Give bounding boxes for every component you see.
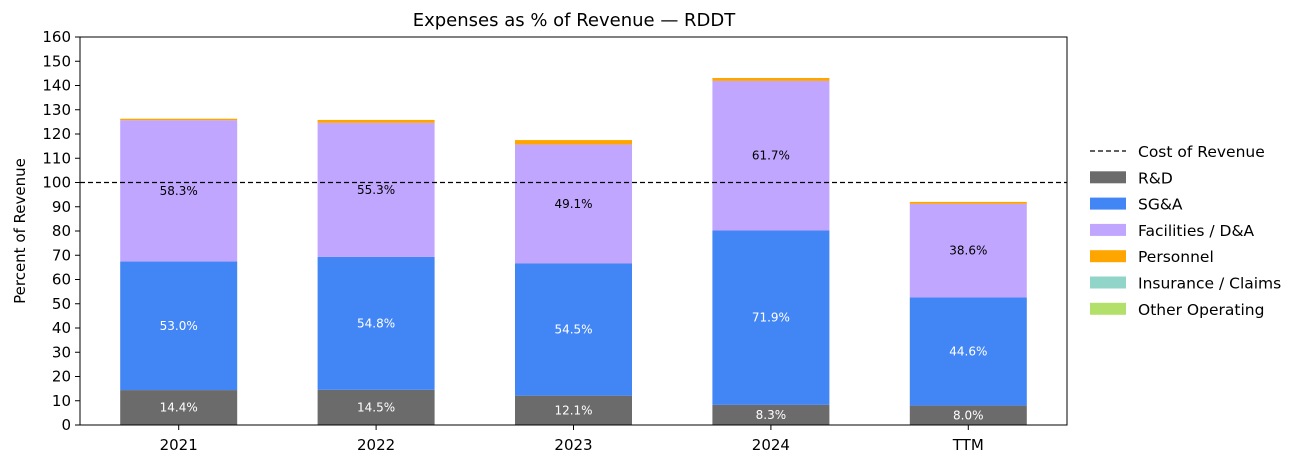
legend-label: Other Operating	[1138, 301, 1264, 319]
bar-segment	[120, 390, 238, 425]
bars-layer	[120, 77, 1027, 425]
data-label: 12.1%	[554, 403, 592, 417]
legend-swatch	[1090, 223, 1126, 236]
data-labels-layer: 14.4% 53.0% 58.3% 14.5% 54.8% 55.3% 12.1% 54.5%…	[160, 149, 988, 423]
y-axis-label: Percent of Revenue	[11, 158, 29, 304]
y-tick-label: 70	[52, 246, 71, 264]
legend-label: Personnel	[1138, 248, 1214, 266]
legend-label: SG&A	[1138, 196, 1183, 214]
x-tick-label: 2023	[554, 436, 592, 454]
data-label: 54.8%	[357, 316, 395, 330]
data-label: 71.9%	[752, 311, 790, 325]
y-tick-label: 40	[52, 319, 71, 337]
y-tick-label: 60	[52, 271, 71, 289]
legend-swatch	[1090, 197, 1126, 210]
y-tick-label: 140	[42, 77, 71, 95]
y-tick-label: 80	[52, 222, 71, 240]
legend-label: Insurance / Claims	[1138, 275, 1281, 293]
data-label: 55.3%	[357, 183, 395, 197]
y-tick-label: 20	[52, 368, 71, 386]
data-label: 8.0%	[953, 408, 984, 422]
bar-segment	[120, 261, 238, 391]
bar-segment	[120, 118, 238, 121]
y-tick-label: 100	[42, 174, 71, 192]
data-label: 61.7%	[752, 149, 790, 163]
bar-segment	[120, 120, 238, 262]
legend-swatch	[1090, 250, 1126, 263]
bar-segment	[515, 140, 632, 145]
legend-swatch	[1090, 276, 1126, 289]
x-tick-label: TTM	[952, 436, 984, 454]
y-tick-label: 150	[42, 52, 71, 70]
axes-layer: 0 10 20 30 40 50 60 70 80 90 100 110 120 130 140 150 160…	[42, 28, 1068, 454]
y-tick-label: 30	[52, 343, 71, 361]
y-tick-label: 120	[42, 125, 71, 143]
data-label: 54.5%	[554, 323, 592, 337]
y-tick-label: 50	[52, 295, 71, 313]
x-tick-label: 2022	[357, 436, 395, 454]
y-tick-label: 0	[61, 416, 71, 434]
legend-swatch	[1090, 171, 1126, 184]
bar-segment	[317, 122, 435, 257]
bar-segment	[909, 201, 1027, 204]
data-label: 58.3%	[160, 184, 198, 198]
bar-segment	[317, 119, 435, 123]
chart-title: Expenses as % of Revenue — RDDT	[413, 10, 737, 31]
bar-segment	[712, 80, 830, 231]
legend-label: R&D	[1138, 169, 1173, 187]
data-label: 14.5%	[357, 400, 395, 414]
legend: Cost of Revenue R&D SG&A Facilities / D&A Pe…	[1090, 143, 1281, 319]
bar-segment	[317, 389, 435, 425]
data-label: 53.0%	[160, 319, 198, 333]
data-label: 38.6%	[949, 244, 987, 258]
bar-segment	[712, 77, 830, 81]
legend-label: Facilities / D&A	[1138, 222, 1255, 240]
bar-segment	[909, 203, 1027, 298]
bar-segment	[515, 395, 632, 425]
x-tick-label: 2024	[752, 436, 790, 454]
bar-segment	[515, 144, 632, 264]
data-label: 49.1%	[554, 197, 592, 211]
bar-segment	[712, 404, 830, 425]
legend-label: Cost of Revenue	[1138, 143, 1265, 161]
bar-segment	[712, 230, 830, 405]
data-label: 44.6%	[949, 345, 987, 359]
y-tick-label: 130	[42, 101, 71, 119]
bar-segment	[909, 405, 1027, 425]
y-tick-label: 90	[52, 198, 71, 216]
bar-segment	[515, 263, 632, 396]
y-tick-label: 10	[52, 392, 71, 410]
legend-swatch	[1090, 302, 1126, 315]
y-tick-label: 110	[42, 149, 71, 167]
x-tick-label: 2021	[160, 436, 198, 454]
bar-segment	[317, 256, 435, 390]
data-label: 8.3%	[756, 408, 787, 422]
bar-segment	[909, 297, 1027, 406]
y-tick-label: 160	[42, 28, 71, 46]
data-label: 14.4%	[160, 401, 198, 415]
